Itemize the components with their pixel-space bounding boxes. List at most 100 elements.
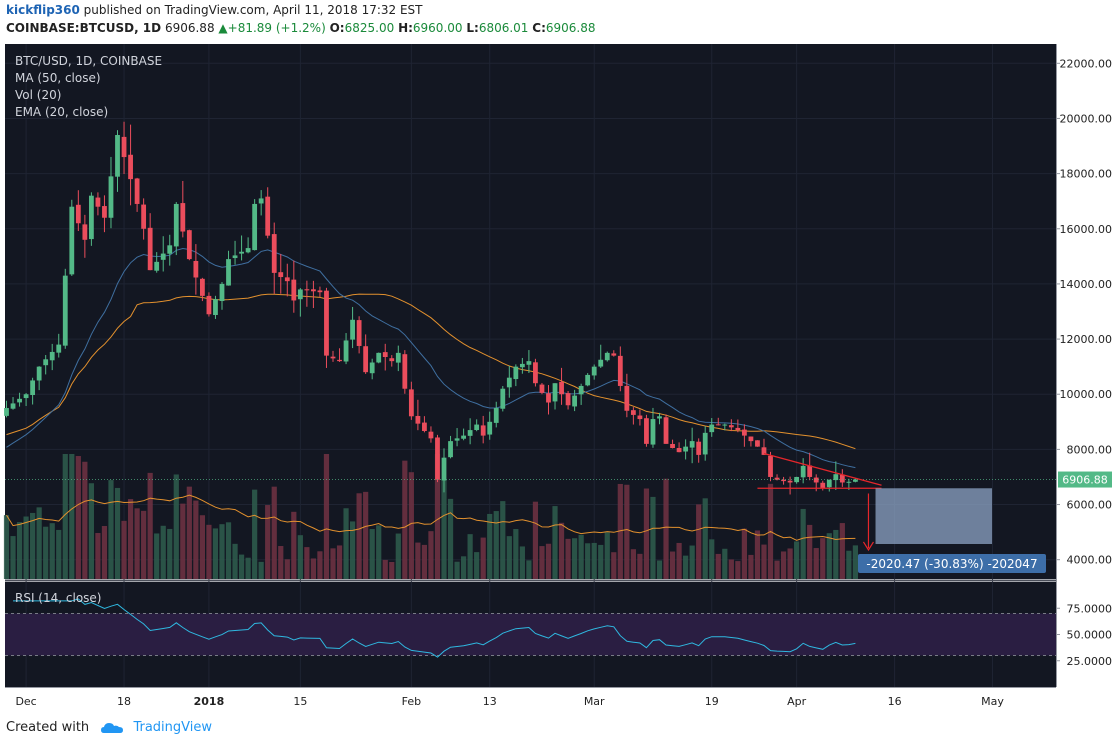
candle-body: [637, 415, 643, 420]
candle-body: [206, 295, 212, 315]
candle-body: [245, 248, 251, 253]
candle-body: [546, 393, 551, 403]
candle-body: [389, 358, 395, 362]
volume-bar: [10, 536, 16, 579]
candle-body: [572, 395, 578, 407]
volume-bar: [43, 526, 49, 579]
legend-vol: Vol (20): [15, 88, 61, 102]
rsi-line: [13, 598, 856, 658]
chart-container[interactable]: 22000.00 20000.00 18000.00 16000.00 14000.00…: [0, 41, 1119, 713]
volume-bar: [199, 515, 205, 579]
candle-body: [428, 431, 434, 439]
candle-body: [271, 234, 277, 273]
candle-body: [709, 424, 715, 433]
volume-bar: [461, 556, 467, 579]
price-tick-label: 20000.00: [1060, 112, 1113, 125]
candle-body: [121, 136, 127, 158]
trendline-drawings[interactable]: [757, 452, 992, 552]
candle-body: [448, 441, 453, 458]
measure-label-text: -2020.47 (-30.83%) -202047: [866, 557, 1037, 571]
candle-body: [291, 279, 297, 301]
volume-bar: [369, 529, 375, 579]
rsi-tick-label: 25.0000: [1067, 655, 1113, 668]
footer: Created with TradingView: [6, 720, 212, 735]
candle-body: [180, 203, 186, 232]
time-tick-label: May: [981, 695, 1004, 708]
candle-body: [369, 362, 375, 374]
volume-bar: [487, 513, 493, 579]
candle-body: [232, 255, 238, 259]
candle-body: [768, 455, 773, 477]
candle-body: [324, 290, 329, 356]
time-tick-label: 2018: [194, 695, 225, 708]
candle-body: [513, 366, 519, 380]
candle-body: [17, 398, 22, 403]
volume-bar: [141, 510, 147, 579]
last-price-tag-bg: [1058, 471, 1112, 488]
volume-bar: [56, 529, 62, 579]
last-price-tag: 6906.88: [1058, 471, 1112, 488]
measure-box: [875, 488, 992, 544]
target-arrow-head: [862, 541, 874, 552]
volume-bar: [95, 533, 101, 579]
candle-body: [487, 421, 493, 435]
time-tick-label: 19: [705, 695, 719, 708]
candle-body: [265, 196, 271, 236]
volume-bar: [49, 523, 55, 579]
candle-body: [343, 340, 349, 362]
volume-bar: [578, 534, 584, 579]
price-tick-label: 6000.00: [1067, 499, 1113, 512]
legend-ma: MA (50, close): [15, 71, 101, 85]
tradingview-brand-link[interactable]: TradingView: [133, 720, 212, 735]
volume-bar: [265, 505, 271, 579]
candle-body: [755, 440, 760, 447]
candle-body: [330, 356, 336, 359]
price-chart[interactable]: 22000.00 20000.00 18000.00 16000.00 14000.00…: [0, 41, 1119, 713]
candle-body: [552, 383, 558, 402]
volume-bar: [245, 557, 251, 579]
price-axis[interactable]: [1058, 44, 1119, 687]
volume-bar: [617, 483, 623, 579]
volume-bar: [36, 507, 42, 579]
volume-bar: [238, 554, 245, 579]
price-tick-label: 10000.00: [1060, 388, 1113, 401]
candle-body: [62, 275, 68, 346]
candle-body: [415, 415, 421, 424]
candle-body: [598, 359, 604, 367]
volume-bar: [748, 554, 754, 579]
publish-info: kickflip360 published on TradingView.com…: [6, 3, 423, 17]
candle-body: [696, 441, 702, 455]
volume-bar: [539, 546, 545, 579]
volume-bar: [683, 555, 689, 579]
volume-bar: [421, 544, 428, 579]
volume-bar: [513, 529, 519, 579]
volume-bar: [30, 512, 36, 579]
measure-label[interactable]: -2020.47 (-30.83%) -202047: [858, 554, 1046, 573]
volume-bar: [180, 503, 186, 579]
volume-bar: [702, 498, 708, 579]
candle-body: [95, 197, 101, 207]
volume-bar: [669, 551, 676, 579]
candle-body: [363, 346, 369, 373]
candle-body: [402, 354, 408, 389]
volume-bar: [454, 561, 460, 579]
measure-label-bg: [858, 554, 1046, 573]
time-tick-label: Feb: [402, 695, 421, 708]
time-tick-label: Apr: [787, 695, 807, 708]
volume-bar: [147, 472, 153, 579]
candle-body: [800, 465, 806, 478]
publisher-username[interactable]: kickflip360: [6, 3, 80, 17]
candle-body: [30, 380, 36, 395]
volume-bar: [160, 525, 166, 579]
volume-bar: [121, 520, 127, 579]
volume-bar: [415, 542, 421, 579]
volume-bar: [447, 498, 454, 579]
candle-body: [820, 482, 826, 488]
volume-bar: [656, 560, 663, 579]
volume-bar: [598, 544, 604, 579]
candle-body: [435, 437, 440, 480]
candle-body: [807, 465, 813, 477]
candle-body: [559, 381, 564, 395]
volume-bar: [532, 501, 539, 579]
volume-bar: [696, 504, 702, 579]
